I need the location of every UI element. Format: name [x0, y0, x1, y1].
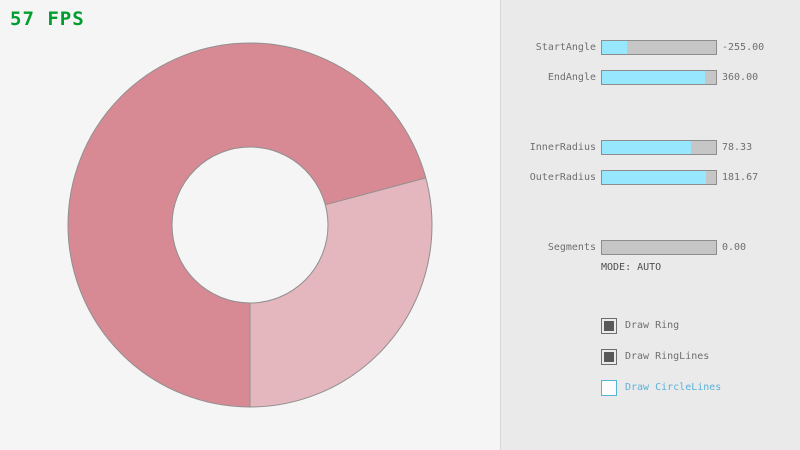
checkbox-label-draw-circlelines: Draw CircleLines	[625, 382, 722, 393]
slider-label-inner-radius: InnerRadius	[529, 142, 596, 153]
slider-outer-radius[interactable]	[601, 170, 717, 185]
slider-start-angle[interactable]	[601, 40, 717, 55]
slider-value-end-angle: 360.00	[722, 72, 759, 83]
slider-label-segments: Segments	[547, 242, 596, 253]
slider-value-outer-radius: 181.67	[722, 172, 759, 183]
slider-segments[interactable]	[601, 240, 717, 255]
slider-fill-outer-radius	[602, 171, 706, 184]
checkbox-draw-ring[interactable]	[601, 318, 617, 334]
slider-label-end-angle: EndAngle	[547, 72, 596, 83]
slider-value-inner-radius: 78.33	[722, 142, 753, 153]
segments-mode-text: MODE: AUTO	[601, 262, 662, 273]
slider-fill-end-angle	[602, 71, 705, 84]
ring-canvas	[67, 42, 433, 408]
fps-counter: 57 FPS	[10, 8, 85, 30]
slider-value-start-angle: -255.00	[722, 42, 765, 53]
checkbox-label-draw-ring: Draw Ring	[625, 320, 680, 331]
slider-value-segments: 0.00	[722, 242, 747, 253]
slider-label-start-angle: StartAngle	[535, 42, 596, 53]
checkbox-draw-circlelines[interactable]	[601, 380, 617, 396]
checkbox-label-draw-ringlines: Draw RingLines	[625, 351, 710, 362]
slider-fill-start-angle	[602, 41, 628, 54]
slider-inner-radius[interactable]	[601, 140, 717, 155]
checkbox-draw-ringlines[interactable]	[601, 349, 617, 365]
ring-edge-line-start	[325, 177, 426, 206]
slider-fill-inner-radius	[602, 141, 691, 154]
controls-panel: StartAngle -255.00 EndAngle 360.00 Inner…	[500, 0, 800, 450]
ring-light-sector	[250, 177, 433, 407]
slider-label-outer-radius: OuterRadius	[529, 172, 596, 183]
ring-inner-outline	[171, 146, 329, 304]
slider-end-angle[interactable]	[601, 70, 717, 85]
